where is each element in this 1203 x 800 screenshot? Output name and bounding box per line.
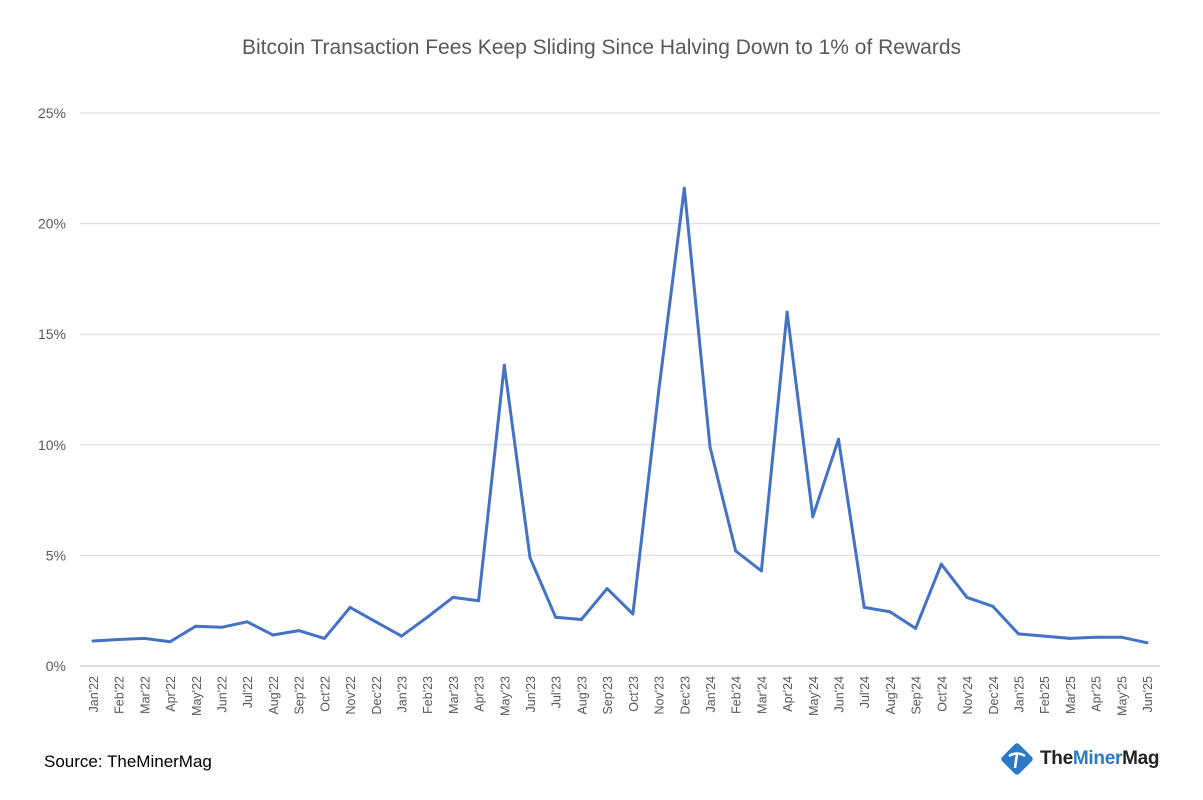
data-point [348, 605, 352, 609]
data-point [91, 639, 95, 643]
logo: TheMinerMag [1000, 742, 1159, 776]
x-tick-label: Apr'22 [164, 676, 178, 712]
data-point [837, 437, 841, 441]
data-point [1145, 641, 1149, 645]
x-tick-label: Jan'22 [87, 676, 101, 712]
data-point [939, 562, 943, 566]
data-point [708, 445, 712, 449]
x-tick-label: Jun'25 [1141, 676, 1155, 712]
line-chart: 0% 5% 10% 15% 20% 25% Jan'22 Feb'22 Mar'22 Apr'22… [38, 105, 1160, 716]
logo-wordmark: TheMinerMag [1040, 748, 1160, 769]
x-tick-label: May'23 [498, 676, 512, 716]
x-tick-label: May'25 [1115, 676, 1129, 716]
x-tick-label: May'24 [807, 676, 821, 716]
x-tick-label: Apr'25 [1090, 676, 1104, 712]
x-tick-label: Feb'24 [730, 676, 744, 714]
x-tick-label: Mar'23 [447, 676, 461, 714]
y-tick-label: 25% [38, 105, 66, 121]
y-tick-label: 0% [46, 658, 66, 674]
data-point [605, 587, 609, 591]
data-point [245, 620, 249, 624]
y-tick-label: 10% [38, 437, 66, 453]
x-tick-label: Nov'23 [653, 676, 667, 715]
data-point [1016, 632, 1020, 636]
data-point [502, 363, 506, 367]
x-tick-label: Dec'24 [987, 676, 1001, 715]
x-tick-label: Jun'22 [216, 676, 230, 712]
y-tick-label: 15% [38, 326, 66, 342]
data-point [528, 556, 532, 560]
y-tick-label: 5% [46, 547, 66, 563]
series-line [92, 186, 1148, 645]
x-tick-label: Mar'22 [138, 676, 152, 714]
x-tick-label: Jun'23 [524, 676, 538, 712]
data-point [991, 604, 995, 608]
data-point [117, 637, 121, 641]
x-tick-label: Dec'22 [370, 676, 384, 715]
data-point [631, 612, 635, 616]
x-tick-label: Apr'24 [781, 676, 795, 712]
y-tick-label: 20% [38, 216, 66, 232]
x-tick-label: Jul'24 [858, 676, 872, 708]
data-point [965, 595, 969, 599]
x-tick-label: Jan'24 [704, 676, 718, 712]
x-tick-label: Oct'24 [935, 676, 949, 712]
x-tick-label: Nov'22 [344, 676, 358, 715]
x-tick-label: Jun'24 [833, 676, 847, 712]
data-point [914, 626, 918, 630]
data-point [322, 636, 326, 640]
x-tick-label: Feb'22 [113, 676, 127, 714]
x-tick-label: Sep'23 [601, 676, 615, 715]
data-point [142, 636, 146, 640]
data-point [1094, 635, 1098, 639]
data-point [194, 624, 198, 628]
x-tick-label: Jul'22 [241, 676, 255, 708]
x-tick-label: Jul'23 [550, 676, 564, 708]
data-point [168, 640, 172, 644]
data-point [374, 620, 378, 624]
chart-title: Bitcoin Transaction Fees Keep Sliding Si… [241, 36, 962, 59]
data-point [451, 595, 455, 599]
x-tick-label: Aug'22 [267, 676, 281, 715]
x-tick-label: Jan'23 [395, 676, 409, 712]
x-tick-label: Oct'23 [627, 676, 641, 712]
x-tick-label: Aug'23 [575, 676, 589, 715]
x-tick-label: Feb'25 [1038, 676, 1052, 714]
x-tick-label: Mar'24 [755, 676, 769, 714]
x-tick-label: Dec'23 [678, 676, 692, 715]
x-tick-label: May'22 [190, 676, 204, 716]
x-tick-label: Jan'25 [1012, 676, 1026, 712]
data-point [399, 634, 403, 638]
data-point [888, 610, 892, 614]
source-note: Source: TheMinerMag [44, 752, 212, 771]
data-point [1119, 635, 1123, 639]
data-point [1068, 636, 1072, 640]
data-point [220, 625, 224, 629]
data-point [477, 599, 481, 603]
data-point [1042, 634, 1046, 638]
x-tick-label: Aug'24 [884, 676, 898, 715]
data-point [657, 390, 661, 394]
data-point [579, 618, 583, 622]
data-point [862, 605, 866, 609]
x-tick-label: Apr'23 [473, 676, 487, 712]
data-point [554, 615, 558, 619]
data-point [759, 569, 763, 573]
pickaxe-logo-icon [1001, 743, 1033, 775]
x-tick-label: Sep'24 [910, 676, 924, 715]
x-tick-label: Oct'22 [318, 676, 332, 712]
x-tick-label: Feb'23 [421, 676, 435, 714]
data-point [734, 549, 738, 553]
data-point [297, 629, 301, 633]
data-point [271, 633, 275, 637]
data-point [785, 310, 789, 314]
x-tick-label: Nov'24 [961, 676, 975, 715]
data-point [425, 615, 429, 619]
data-point [682, 186, 686, 190]
x-tick-label: Mar'25 [1064, 676, 1078, 714]
data-point [811, 515, 815, 519]
x-tick-label: Sep'22 [293, 676, 307, 715]
